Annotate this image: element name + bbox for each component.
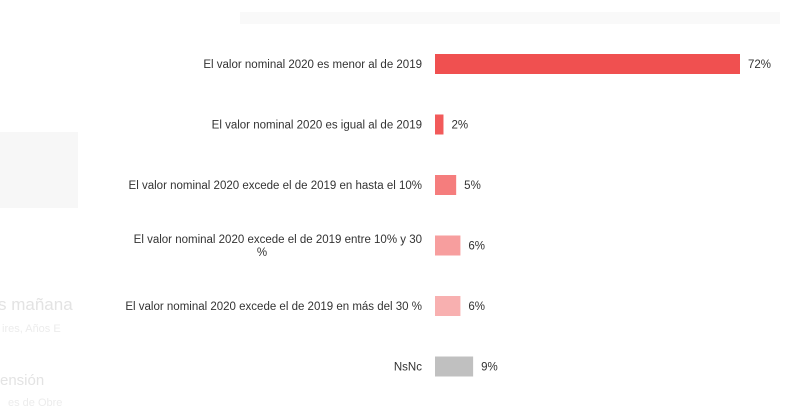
bar-3 <box>435 175 457 195</box>
bar-2 <box>435 114 444 135</box>
value-label-2: 2% <box>451 120 468 132</box>
background-ghost-text: es de Obre <box>8 397 63 409</box>
bar-4 <box>435 235 461 256</box>
category-label-4: El valor nominal 2020 excede el de 2019 … <box>134 234 422 259</box>
value-label-1: 72% <box>748 59 771 71</box>
background-ghost-text: ensión <box>0 372 45 389</box>
bar-5 <box>435 296 461 316</box>
value-label-5: 6% <box>468 301 485 313</box>
category-label-6: NsNc <box>394 362 422 374</box>
background-ghost-text: s mañana <box>0 295 73 314</box>
category-label-2: El valor nominal 2020 es igual al de 201… <box>212 120 422 132</box>
bar-1 <box>435 54 740 74</box>
background-ghost-text: ires, Años E <box>2 323 61 335</box>
value-label-6: 9% <box>481 362 498 374</box>
bar-6 <box>435 356 474 377</box>
category-label-3: El valor nominal 2020 excede el de 2019 … <box>129 180 422 192</box>
background-ghost-bar <box>240 12 780 24</box>
category-label-5: El valor nominal 2020 excede el de 2019 … <box>125 301 422 313</box>
value-label-3: 5% <box>464 180 481 192</box>
category-label-1: El valor nominal 2020 es menor al de 201… <box>203 59 422 71</box>
value-label-4: 6% <box>468 241 485 253</box>
background-ghost-panel <box>0 132 78 208</box>
